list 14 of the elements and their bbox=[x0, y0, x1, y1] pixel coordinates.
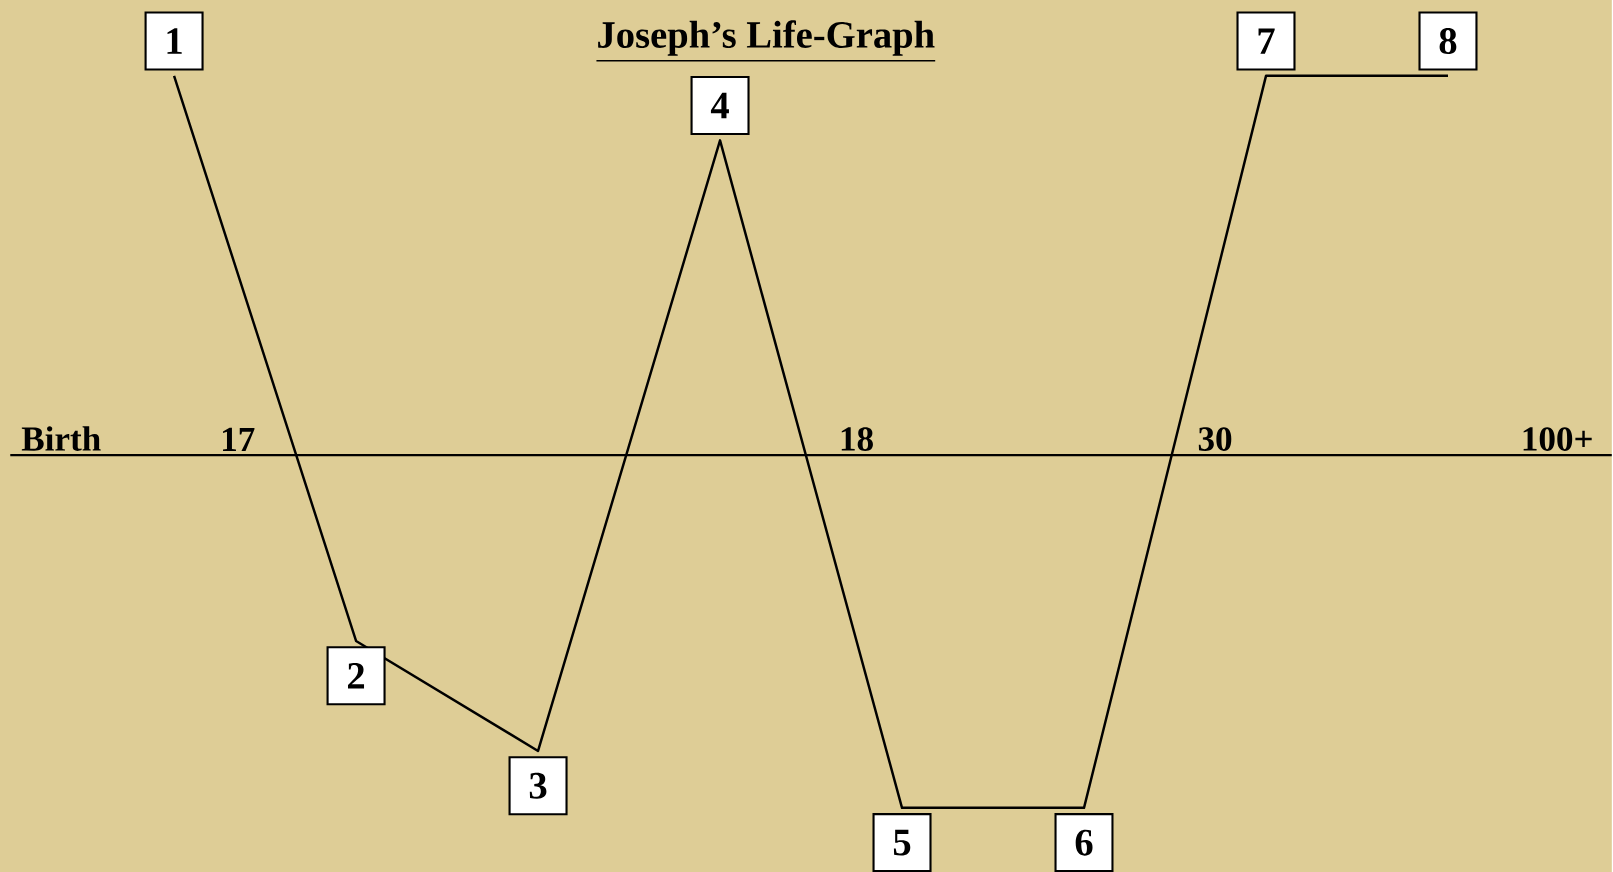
x-tick-label: 1 bbox=[167, 28, 182, 54]
x-tick-label: 2 bbox=[348, 662, 365, 689]
x-tick-label: 7 bbox=[1258, 28, 1275, 54]
x-tick-label: 5 bbox=[893, 829, 911, 856]
x-tick-label: 8 bbox=[1439, 27, 1457, 54]
annotation: 18 bbox=[841, 427, 873, 451]
annotation: Birth bbox=[21, 426, 101, 451]
annotation: 17 bbox=[223, 427, 255, 451]
x-tick-label: 3 bbox=[529, 772, 547, 799]
annotation: 30 bbox=[1198, 427, 1232, 451]
annotation: 100+ bbox=[1523, 427, 1592, 451]
x-tick-label: 4 bbox=[710, 92, 729, 119]
x-tick-label: 6 bbox=[1075, 829, 1093, 856]
chart-title: Joseph’s Life-Graph bbox=[598, 20, 935, 56]
